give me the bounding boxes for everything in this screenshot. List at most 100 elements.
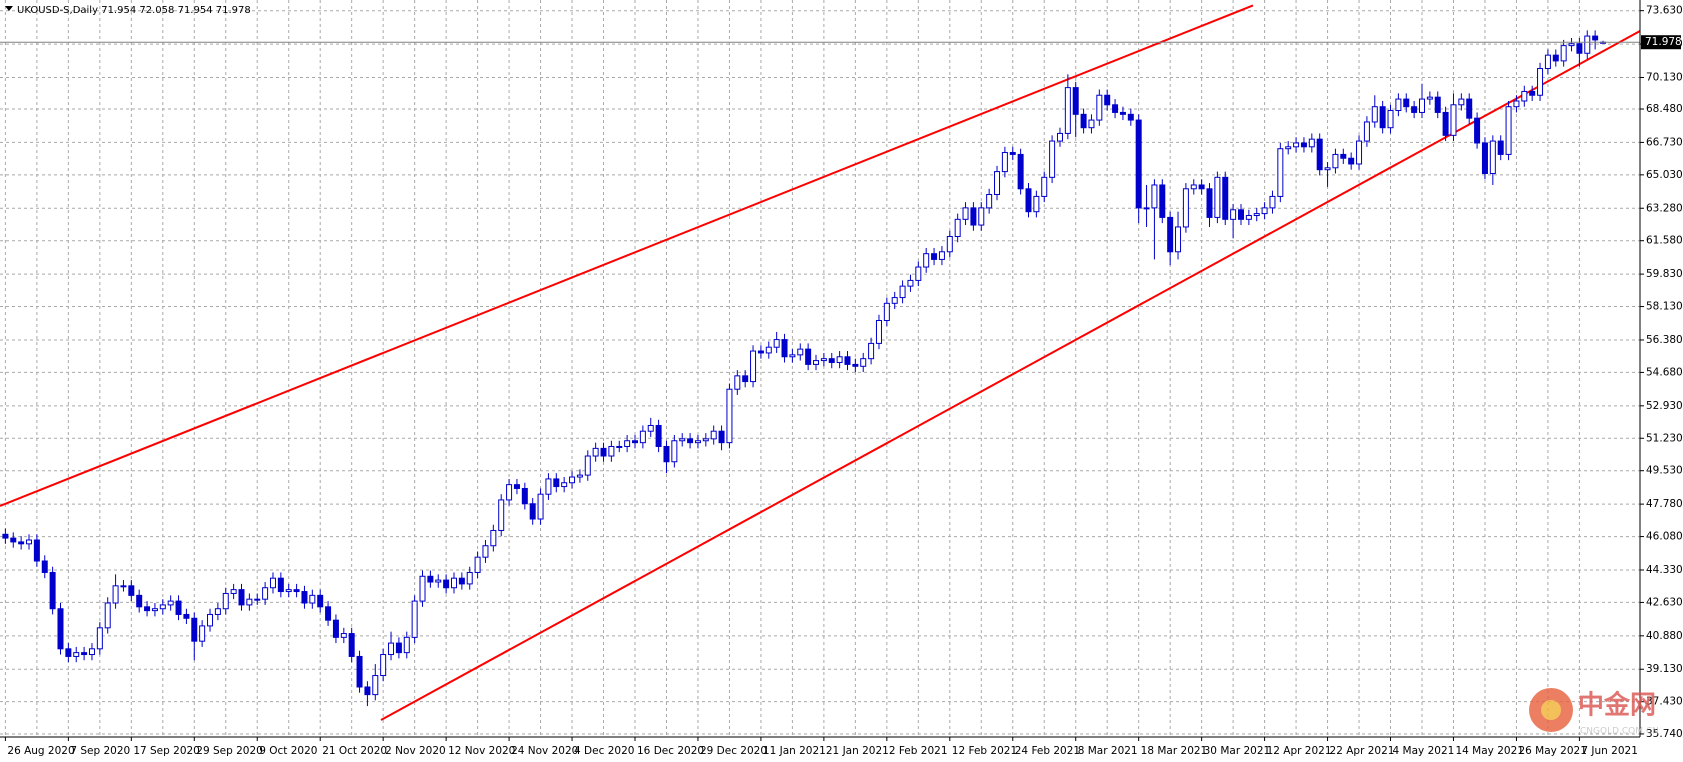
candle-body xyxy=(1363,121,1370,142)
candle-body xyxy=(875,319,882,344)
candle-body xyxy=(214,608,221,615)
candle-body xyxy=(757,350,764,354)
candle-body xyxy=(1395,98,1402,112)
candle-body xyxy=(1419,98,1425,113)
candle-body xyxy=(1568,43,1575,47)
candle-body xyxy=(1537,68,1544,96)
candle-body xyxy=(450,577,457,589)
candle-body xyxy=(694,440,701,444)
candle-body xyxy=(230,589,237,594)
header: UKOUSD-S,Daily 71.954 72.058 71.954 71.9… xyxy=(17,5,251,16)
candle-body xyxy=(907,279,914,287)
candle-body xyxy=(891,297,898,304)
x-tick-label: 2 Nov 2020 xyxy=(385,745,446,757)
y-tick-label: 35.740 xyxy=(1646,728,1683,740)
candle-body xyxy=(1332,153,1339,169)
x-tick-label: 7 Jun 2021 xyxy=(1581,745,1637,757)
candle-body xyxy=(561,482,568,488)
candle-body xyxy=(726,388,733,444)
x-tick-label: 18 Mar 2021 xyxy=(1141,745,1208,757)
candle-body xyxy=(1466,98,1473,119)
candle-body xyxy=(104,602,111,629)
candle-body xyxy=(521,487,528,505)
candle-body xyxy=(1017,153,1024,190)
candle-body xyxy=(1135,119,1142,209)
candle-body xyxy=(1379,106,1386,129)
candle-body xyxy=(1119,111,1126,115)
candle-body xyxy=(978,207,985,226)
candle-body xyxy=(781,339,788,358)
candle-body xyxy=(207,613,214,627)
candle-body xyxy=(702,438,709,442)
open-value: 71.954 xyxy=(101,5,136,16)
candle-body xyxy=(962,207,969,220)
candle-body xyxy=(671,440,678,463)
menu-arrow[interactable] xyxy=(5,6,13,11)
candle-body xyxy=(443,579,450,589)
candle-body xyxy=(1033,195,1040,213)
x-tick-label: 12 Apr 2021 xyxy=(1267,745,1332,757)
candle-body xyxy=(1269,195,1276,209)
x-tick-label: 26 May 2021 xyxy=(1518,745,1586,757)
candle-body xyxy=(1253,213,1260,217)
candle-body xyxy=(403,636,410,654)
candle-body xyxy=(1387,110,1394,129)
close-value: 71.978 xyxy=(216,5,251,16)
y-tick-label: 52.930 xyxy=(1646,400,1683,412)
candle-body xyxy=(317,594,324,608)
candle-body xyxy=(254,598,261,601)
candle-body xyxy=(1285,146,1292,150)
candle-body xyxy=(994,171,1001,196)
y-tick-label: 47.780 xyxy=(1646,498,1683,510)
candle-body xyxy=(332,619,339,638)
candle-body xyxy=(687,438,694,444)
candle-body xyxy=(883,302,890,321)
candle-body xyxy=(2,533,9,539)
candle-body xyxy=(828,358,835,363)
candle-body xyxy=(946,236,953,253)
candle-body xyxy=(1560,45,1567,62)
x-tick-label: 30 Mar 2021 xyxy=(1204,745,1271,757)
candle-body xyxy=(427,575,434,583)
candle-body xyxy=(529,503,536,520)
candle-body xyxy=(285,589,292,593)
x-tick-label: 7 Sep 2020 xyxy=(70,745,130,757)
y-tick-label: 37.430 xyxy=(1646,696,1683,708)
candle-body xyxy=(1237,209,1244,220)
candle-body xyxy=(600,447,607,457)
candle-body xyxy=(128,585,135,596)
candle-body xyxy=(340,633,347,638)
candle-body xyxy=(1340,153,1347,159)
candle-body xyxy=(81,652,88,656)
candle-body xyxy=(1403,98,1410,108)
candle-body xyxy=(1544,54,1551,70)
candle-body xyxy=(1513,100,1520,108)
candle-body xyxy=(1143,207,1150,210)
candle-body xyxy=(506,484,513,501)
candle-body xyxy=(750,350,757,383)
candle-body xyxy=(513,484,520,489)
candle-body xyxy=(395,642,402,654)
candle-body xyxy=(545,478,552,495)
candle-body xyxy=(592,447,599,457)
candle-body xyxy=(1584,35,1591,54)
candle-body xyxy=(159,604,166,610)
candle-body xyxy=(309,594,316,604)
candle-body xyxy=(1552,54,1559,62)
y-tick-label: 42.630 xyxy=(1646,596,1683,608)
candle-body xyxy=(380,654,387,677)
y-tick-label: 59.830 xyxy=(1646,268,1683,280)
candle-body xyxy=(1356,140,1363,165)
candle-body xyxy=(1497,140,1504,155)
y-tick-label: 68.480 xyxy=(1646,103,1683,115)
price-label-box xyxy=(1641,35,1681,50)
candle-body xyxy=(1206,188,1213,218)
candle-body xyxy=(1426,96,1433,100)
x-tick-label: 24 Nov 2020 xyxy=(511,745,578,757)
candle-body xyxy=(915,266,922,281)
candle-body xyxy=(183,613,190,619)
candle-body xyxy=(1434,96,1441,113)
candle-body xyxy=(1489,140,1496,175)
candle-body xyxy=(1096,94,1103,121)
